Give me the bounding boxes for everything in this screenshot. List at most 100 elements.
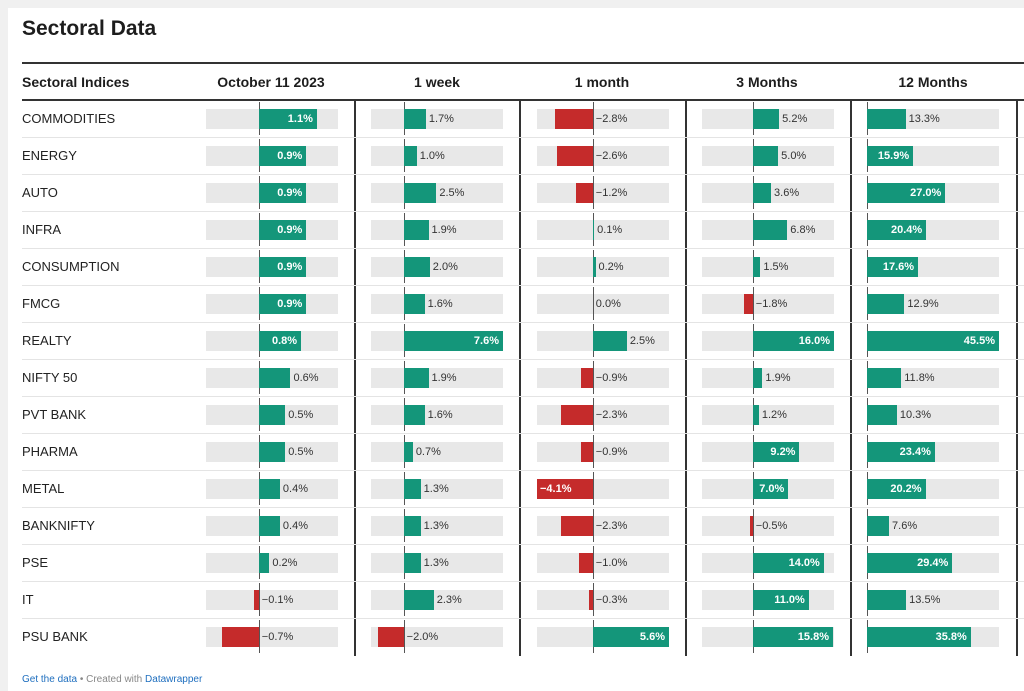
- positive-bar: [258, 515, 280, 536]
- page-title: Sectoral Data: [22, 17, 157, 40]
- value-label: 2.0%: [432, 260, 458, 273]
- value-label: 23.4%: [899, 445, 931, 458]
- negative-bar: [588, 589, 593, 610]
- negative-bar: [580, 367, 593, 388]
- bar-track: [537, 182, 669, 203]
- row-divider: [22, 618, 1024, 619]
- positive-bar: [752, 626, 833, 647]
- positive-bar: [752, 552, 824, 573]
- value-label: 0.5%: [288, 445, 314, 458]
- positive-bar: [403, 589, 434, 610]
- get-the-data-link[interactable]: Get the data: [22, 674, 78, 685]
- row-divider: [22, 581, 1024, 582]
- negative-bar: [580, 441, 593, 462]
- value-label: 14.0%: [788, 556, 820, 569]
- value-label: 7.0%: [759, 482, 785, 495]
- row-label: NIFTY 50: [22, 369, 78, 385]
- column-header-4: 3 Months: [736, 74, 798, 90]
- bar-track: [702, 256, 834, 277]
- row-divider: [22, 470, 1024, 471]
- zero-line: [593, 546, 594, 579]
- header-top-rule: [22, 62, 1024, 64]
- value-label: 16.0%: [798, 334, 830, 347]
- positive-bar: [403, 145, 417, 166]
- row-label: INFRA: [22, 221, 61, 237]
- value-label: 0.9%: [277, 149, 303, 162]
- positive-bar: [403, 404, 425, 425]
- positive-bar: [403, 330, 503, 351]
- bar-track: [702, 515, 834, 536]
- zero-line: [259, 620, 260, 653]
- bar-track: [702, 293, 834, 314]
- value-label: −0.9%: [595, 445, 628, 458]
- bar-track: [537, 256, 669, 277]
- value-label: 1.3%: [423, 519, 449, 532]
- footer-separator: • Created with: [77, 674, 146, 685]
- value-label: −1.2%: [595, 186, 628, 199]
- positive-bar: [258, 256, 307, 277]
- bar-track: [702, 367, 834, 388]
- negative-bar: [377, 626, 404, 647]
- value-label: 17.6%: [882, 260, 915, 273]
- value-label: 0.7%: [415, 445, 441, 458]
- positive-bar: [867, 145, 914, 166]
- positive-bar: [403, 478, 421, 499]
- value-label: −2.0%: [406, 630, 439, 643]
- positive-bar: [752, 145, 779, 166]
- value-label: −4.1%: [540, 482, 572, 495]
- bar-track: [537, 367, 669, 388]
- row-divider: [22, 507, 1024, 508]
- zero-line: [593, 583, 594, 616]
- value-label: 11.0%: [774, 593, 805, 606]
- value-label: 27.0%: [910, 186, 942, 199]
- positive-bar: [752, 589, 809, 610]
- zero-line: [593, 398, 594, 431]
- positive-bar: [403, 182, 437, 203]
- value-label: 7.6%: [473, 334, 499, 347]
- value-label: −2.8%: [595, 112, 628, 125]
- row-label: FMCG: [22, 295, 61, 311]
- row-label: CONSUMPTION: [22, 258, 120, 274]
- row-label: PHARMA: [22, 443, 78, 459]
- row-divider: [22, 285, 1024, 286]
- positive-bar: [752, 182, 772, 203]
- zero-line: [593, 139, 594, 172]
- column-header-5: 12 Months: [898, 74, 968, 90]
- value-label: 15.8%: [797, 630, 829, 643]
- positive-bar: [592, 256, 596, 277]
- positive-bar: [752, 330, 834, 351]
- value-label: 7.6%: [892, 519, 918, 532]
- positive-bar: [867, 589, 907, 610]
- value-label: 0.9%: [277, 186, 303, 199]
- value-label: 1.3%: [423, 482, 449, 495]
- row-divider: [22, 322, 1024, 323]
- positive-bar: [258, 293, 307, 314]
- bar-track: [537, 589, 669, 610]
- positive-bar: [403, 293, 425, 314]
- row-header: Sectoral Indices: [22, 74, 130, 90]
- value-label: 0.0%: [595, 297, 621, 310]
- negative-bar: [750, 515, 753, 536]
- bar-track: [867, 404, 999, 425]
- positive-bar: [752, 219, 788, 240]
- value-label: −0.9%: [595, 371, 628, 384]
- bar-track: [537, 219, 669, 240]
- positive-bar: [867, 552, 953, 573]
- positive-bar: [752, 441, 800, 462]
- value-label: 1.6%: [427, 408, 453, 421]
- value-label: 35.8%: [935, 630, 967, 643]
- value-label: 0.9%: [277, 260, 303, 273]
- datawrapper-link[interactable]: Datawrapper: [145, 674, 203, 685]
- value-label: 9.2%: [770, 445, 796, 458]
- row-label: METAL: [22, 480, 65, 496]
- positive-bar: [403, 108, 426, 129]
- negative-bar: [221, 626, 259, 647]
- positive-bar: [867, 404, 897, 425]
- value-label: 2.3%: [436, 593, 462, 606]
- positive-bar: [403, 256, 430, 277]
- positive-bar: [258, 478, 280, 499]
- negative-bar: [561, 404, 593, 425]
- row-divider: [22, 544, 1024, 545]
- positive-bar: [258, 552, 270, 573]
- positive-bar: [258, 330, 302, 351]
